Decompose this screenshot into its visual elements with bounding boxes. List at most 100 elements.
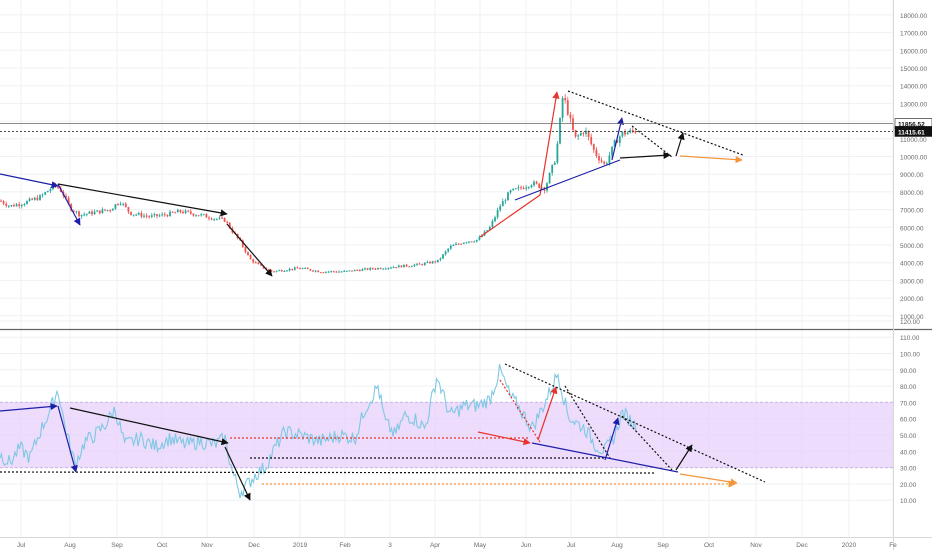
annotation-line — [631, 125, 673, 158]
time-tick-label: May — [474, 542, 487, 549]
candle-body — [473, 241, 476, 243]
price-tick-label: 4000.00 — [900, 261, 924, 268]
candle-body — [369, 267, 372, 270]
candle-body — [410, 266, 413, 268]
time-tick-label: Nov — [750, 542, 762, 549]
candle-body — [603, 161, 606, 164]
candle-body — [416, 263, 418, 265]
time-tick-label: Oct — [157, 542, 167, 549]
candle-body — [288, 268, 291, 271]
candle-body — [314, 270, 317, 272]
rsi-tick-label: 30.00 — [900, 466, 917, 473]
candle-body — [291, 268, 294, 270]
candle-body — [195, 215, 197, 217]
candle-body — [488, 226, 491, 231]
candle-body — [187, 210, 190, 212]
candle-body — [327, 271, 330, 273]
candle-body — [161, 214, 164, 216]
candle-body — [166, 215, 169, 217]
candle-body — [447, 248, 450, 252]
candle-body — [293, 267, 296, 270]
time-tick-label: Aug — [64, 542, 76, 549]
candle-body — [317, 270, 320, 273]
time-tick-label: 2019 — [293, 542, 308, 549]
annotation-line — [675, 132, 685, 157]
candle-body — [382, 268, 385, 270]
candle-body — [533, 181, 535, 186]
candle-body — [215, 218, 218, 220]
candle-body — [624, 131, 626, 135]
candle-body — [325, 271, 327, 273]
price-tick-label: 9000.00 — [900, 172, 924, 179]
candle-body — [96, 210, 99, 212]
candle-body — [26, 201, 28, 205]
candle-body — [280, 270, 283, 272]
candle-body — [569, 114, 572, 119]
price-axis[interactable]: 1000.00 2000.00 3000.00 4000.00 5000.00 6000.… — [900, 13, 927, 321]
candle-body — [390, 267, 392, 269]
candle-body — [223, 217, 226, 222]
price-tick-label: 7000.00 — [900, 208, 924, 215]
candle-body — [366, 268, 369, 270]
candle-body — [592, 144, 595, 150]
candle-body — [501, 201, 504, 207]
candle-body — [423, 262, 426, 265]
price-tick-label: 13000.00 — [900, 101, 927, 108]
candle-body — [491, 221, 494, 227]
candle-body — [270, 269, 273, 272]
candle-body — [10, 205, 13, 207]
annotation-line — [539, 91, 560, 196]
candle-body — [80, 214, 83, 217]
candle-body — [556, 143, 559, 163]
candle-body — [392, 267, 395, 269]
candle-body — [509, 190, 512, 193]
candle-body — [49, 189, 52, 192]
time-axis[interactable]: Jul Aug Sep Oct Nov Dec 2019 Feb 3 Apr May Jun Jul Au… — [17, 542, 897, 549]
candle-body — [309, 268, 312, 271]
rsi-axis[interactable]: 10.00 20.00 30.00 40.00 50.00 60.00 70.00 80.00… — [900, 319, 920, 505]
candle-body — [36, 197, 39, 201]
time-tick-label: 3 — [388, 542, 392, 549]
annotation-line — [479, 194, 541, 238]
price-badge-label: 11856.52 — [898, 122, 925, 129]
candle-body — [98, 210, 101, 214]
annotation-line — [224, 446, 251, 501]
annotation-line — [621, 415, 673, 471]
candle-body — [176, 209, 179, 213]
candle-body — [470, 241, 473, 243]
candle-body — [65, 195, 67, 198]
candle-body — [595, 149, 598, 156]
candle-body — [559, 117, 561, 144]
candle-body — [340, 271, 343, 273]
candle-body — [566, 100, 569, 115]
candle-body — [572, 118, 574, 130]
price-badge-label: 11415.61 — [898, 129, 925, 136]
candle-body — [179, 209, 182, 212]
candle-body — [379, 267, 382, 269]
candle-body — [15, 204, 18, 207]
candle-body — [192, 213, 195, 216]
candle-body — [452, 244, 455, 246]
candle-body — [551, 164, 554, 173]
annotation-line — [0, 402, 58, 412]
candle-body — [28, 198, 31, 202]
time-tick-label: Dec — [796, 542, 808, 549]
candle-body — [247, 252, 249, 255]
candle-body — [122, 203, 125, 205]
candle-body — [319, 272, 322, 274]
candle-body — [44, 192, 47, 195]
candle-body — [85, 213, 88, 215]
candle-body — [306, 267, 309, 269]
candle-body — [114, 204, 117, 209]
rsi-tick-label: 40.00 — [900, 449, 917, 456]
candle-body — [371, 267, 374, 269]
rsi-band — [0, 402, 893, 468]
candle-body — [553, 162, 556, 165]
candle-body — [494, 217, 496, 222]
time-tick-label: Sep — [657, 542, 669, 549]
candle-body — [117, 204, 119, 206]
candle-body — [538, 183, 541, 188]
candle-body — [275, 270, 278, 272]
